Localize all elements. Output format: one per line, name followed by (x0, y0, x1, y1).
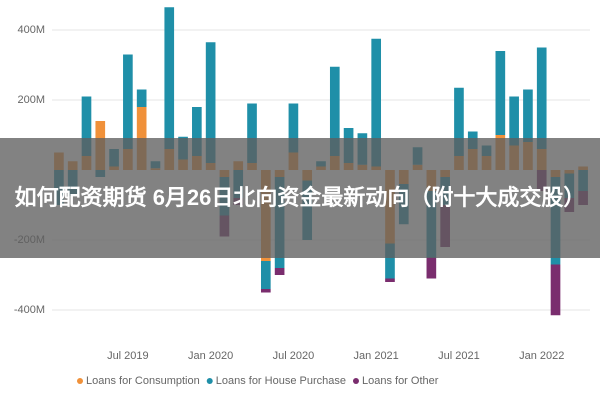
x-tick-label: Jul 2020 (273, 350, 315, 362)
legend-marker (352, 378, 359, 384)
bar-segment (454, 87, 464, 156)
bar-segment (288, 103, 299, 153)
y-tick-label: -400M (14, 304, 45, 316)
bar-segment (81, 96, 92, 156)
legend-marker (206, 378, 213, 384)
bar-segment (536, 47, 547, 149)
legend-label: Loans for Consumption (86, 375, 200, 387)
y-tick-label: 200M (17, 94, 45, 106)
bar-segment (385, 243, 395, 279)
overlay-banner: 如何配资期货 6月26日北向资金最新动向（附十大成交股） (0, 138, 600, 258)
x-tick-label: Jan 2021 (354, 350, 399, 362)
bar-segment (136, 89, 147, 107)
bar-segment (164, 7, 175, 149)
overlay-title: 如何配资期货 6月26日北向资金最新动向（附十大成交股） (14, 185, 586, 210)
bar-segment (509, 96, 519, 146)
bar-segment (247, 103, 257, 163)
bar-segment (550, 264, 561, 316)
bar-segment (426, 257, 437, 279)
x-tick-label: Jul 2021 (438, 350, 480, 362)
legend-label: Loans for Other (362, 375, 439, 387)
bar-segment (260, 289, 271, 293)
y-tick-label: 400M (17, 24, 45, 36)
bar-segment (260, 261, 271, 289)
bar-segment (123, 54, 133, 149)
bar-segment (523, 89, 533, 142)
bar-segment (371, 38, 382, 167)
bar-segment (385, 278, 395, 282)
bar-segment (329, 66, 340, 156)
bar-segment (205, 42, 216, 163)
x-tick-label: Jul 2019 (107, 350, 149, 362)
bar-segment (192, 107, 202, 156)
bar-segment (495, 51, 506, 135)
x-tick-label: Jan 2020 (188, 350, 233, 362)
legend-marker (77, 378, 83, 384)
legend-label: Loans for House Purchase (216, 375, 346, 387)
x-tick-label: Jan 2022 (519, 350, 564, 362)
bar-segment (274, 268, 285, 275)
